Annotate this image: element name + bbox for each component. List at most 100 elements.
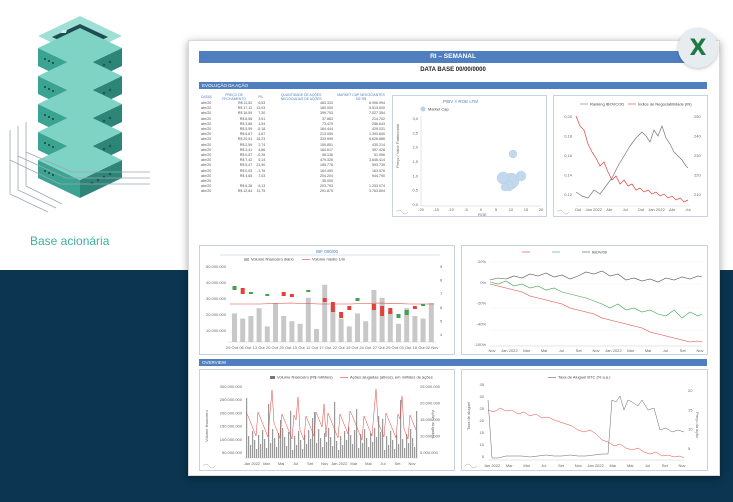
turnover-right-tick: 25.000.000 bbox=[420, 384, 441, 389]
table-row: abr/20 R$ 11,52 6,53 483.333 6.996.994 bbox=[199, 101, 387, 106]
volume-xtick: 06 Out bbox=[239, 345, 252, 350]
ranking-xtick: Out bbox=[638, 207, 645, 212]
lending-xtick: Jan 2022 bbox=[587, 463, 604, 468]
turnover-bar bbox=[386, 436, 388, 458]
candle bbox=[240, 288, 245, 294]
turnover-bar bbox=[364, 429, 366, 458]
volume-xtick: 02 Nov bbox=[426, 345, 439, 350]
volume-xtick: 24 Out bbox=[359, 345, 372, 350]
relative-ytick: 0% bbox=[480, 280, 486, 285]
table-cell: 213.050 bbox=[320, 132, 334, 137]
table-cell: -1,76 bbox=[257, 168, 266, 173]
table-cell: 5,14 bbox=[258, 158, 266, 163]
candle bbox=[322, 298, 327, 302]
turnover-bar bbox=[398, 444, 400, 458]
table-row: abr/20 R$ 8,56 3,91 37.863 214.702 bbox=[199, 117, 387, 122]
lending-xtick: Jul bbox=[645, 463, 650, 468]
table-cell: abr/20 bbox=[201, 189, 212, 194]
turnover-left-tick: 150.000.000 bbox=[220, 424, 243, 429]
table-cell: abr/20 bbox=[201, 127, 212, 132]
turnover-bar bbox=[394, 449, 396, 458]
turnover-right-tick: 20.000.000 bbox=[420, 401, 441, 406]
ranking-right-tick: 230 bbox=[694, 153, 701, 158]
table-cell: 430.214 bbox=[372, 142, 385, 147]
turnover-bar bbox=[310, 439, 312, 458]
turnover-bar bbox=[374, 428, 376, 458]
lending-ylabel-right: Preço da ação bbox=[695, 412, 700, 439]
scatter-ytick: 2,0 bbox=[412, 145, 418, 150]
table-cell: R$ 17,12 bbox=[237, 106, 253, 111]
lending-left-tick: 35 bbox=[480, 382, 485, 387]
table-cell: 1.393.840 bbox=[369, 132, 385, 137]
ranking-left-tick: 0,12 bbox=[564, 192, 573, 197]
table-cell: 4,87 bbox=[258, 132, 266, 137]
table-cell: 35.000 bbox=[322, 179, 334, 184]
volume-bar bbox=[428, 303, 434, 342]
lending-xtick: Mar bbox=[609, 463, 617, 468]
table-cell: 73.479 bbox=[322, 121, 334, 126]
turnover-bar bbox=[312, 418, 314, 458]
relative-xtick: Mai bbox=[541, 348, 548, 353]
table-row: abr/20 R$ 6,28 6,13 203.793 1.253.074 bbox=[199, 184, 387, 189]
table-cell: 5.513.000 bbox=[369, 106, 385, 111]
table-cell: 429.031 bbox=[372, 127, 385, 132]
turnover-chart: Volume financeiro (R$ milhões) Ações alu… bbox=[202, 375, 441, 469]
volume-right-tick: 7 bbox=[440, 291, 443, 296]
table-cell: 96.136 bbox=[322, 153, 334, 158]
scatter-xtick: -10 bbox=[448, 207, 455, 212]
lending-right-tick: 5 bbox=[688, 446, 691, 451]
turnover-bar bbox=[298, 431, 300, 458]
ranking-xtick: Abr bbox=[669, 207, 676, 212]
turnover-right-tick: 10.000.000 bbox=[420, 434, 441, 439]
scatter-ytick: 1,5 bbox=[412, 159, 418, 164]
turnover-bar bbox=[380, 432, 382, 458]
scatter-xlabel: ROE bbox=[478, 212, 487, 217]
volume-bar bbox=[330, 305, 336, 342]
lending-ylabel-left: Taxa de aluguel bbox=[466, 402, 471, 430]
turnover-bar bbox=[352, 444, 354, 458]
turnover-bar bbox=[324, 433, 326, 458]
volume-bar bbox=[264, 326, 270, 342]
volume-bar bbox=[346, 326, 352, 342]
table-cell: 3.646.414 bbox=[369, 158, 385, 163]
turnover-bar bbox=[382, 419, 384, 458]
table-cell: 6.626.886 bbox=[369, 137, 385, 142]
table-row: abr/20 R$ 5,47 21,90 185.776 593.739 bbox=[199, 163, 387, 168]
scatter-xtick: 10 bbox=[509, 207, 514, 212]
volume-bar bbox=[412, 316, 418, 342]
volume-chart: IBF 000/00 Volume financeiro diário Volu… bbox=[206, 249, 443, 350]
turnover-bar bbox=[370, 433, 372, 458]
lending-left-tick: 10 bbox=[480, 442, 485, 447]
relative-chart: IBOV/00 20%0%-20%-40%-100%Nov Jan 2022 Mar… bbox=[474, 250, 703, 354]
turnover-bar bbox=[384, 450, 386, 458]
table-cell: abr/20 bbox=[201, 158, 212, 163]
volume-bar bbox=[322, 284, 328, 342]
scatter-chart: P/BV × ROE LTM Market Cap 3,0 2,5 2,0 1,5 1,… bbox=[395, 99, 544, 217]
table-cell: 397.428 bbox=[372, 147, 385, 152]
turnover-bar bbox=[302, 449, 304, 458]
relative-xtick: Jul bbox=[559, 348, 564, 353]
ranking-right-tick: 220 bbox=[694, 173, 701, 178]
relative-xtick: Jan 2022 bbox=[605, 348, 622, 353]
turnover-xtick: Set bbox=[394, 461, 401, 466]
volume-bar bbox=[281, 316, 287, 342]
lending-xtick: Mai bbox=[627, 463, 634, 468]
table-row: abr/20 R$ 0,57 -0,26 96.136 51.996 bbox=[199, 153, 387, 158]
table-cell: abr/20 bbox=[201, 142, 212, 147]
turnover-bar bbox=[318, 429, 320, 458]
candle bbox=[380, 306, 385, 316]
table-cell: 185.776 bbox=[320, 163, 334, 168]
relative-ytick: -40% bbox=[477, 321, 487, 326]
lending-right-tick: 10 bbox=[688, 427, 693, 432]
turnover-xtick: Mai bbox=[365, 461, 372, 466]
turnover-bar bbox=[280, 420, 282, 458]
turnover-bar bbox=[400, 400, 402, 458]
table-cell: 13,03 bbox=[256, 106, 266, 111]
volume-left-tick: 40.000.000 bbox=[206, 280, 227, 285]
relative-xtick: Nov bbox=[592, 348, 599, 353]
date-base-label: DATA BASE 00/00/0000 bbox=[420, 67, 486, 73]
stock-table-panel: DATAS PREÇO DE FECHAMENTO P/L QUANTIDADE DE… bbox=[199, 93, 387, 263]
volume-xtick: 20 Out bbox=[266, 345, 279, 350]
candle bbox=[404, 310, 409, 315]
lending-right-tick: 15 bbox=[688, 407, 693, 412]
